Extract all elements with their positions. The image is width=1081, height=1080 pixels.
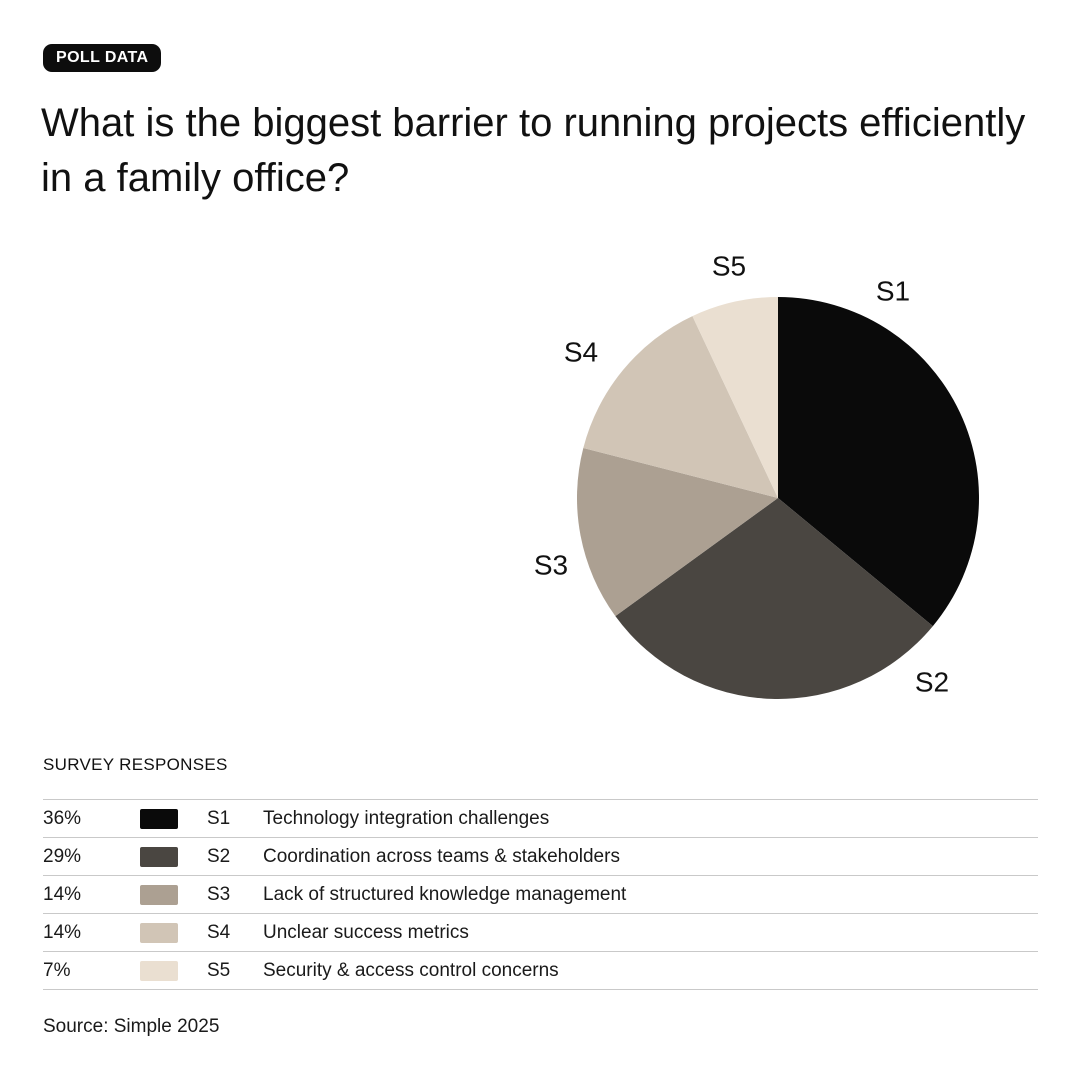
pie-slice-label-s5: S5 (712, 251, 746, 282)
row-percent: 14% (43, 921, 82, 943)
color-swatch (140, 846, 178, 867)
pie-slice-label-s1: S1 (876, 276, 910, 307)
row-code: S5 (207, 959, 231, 981)
row-label: Unclear success metrics (263, 921, 469, 943)
pie-slice-s5 (692, 297, 778, 498)
row-label: Coordination across teams & stakeholders (263, 845, 620, 867)
section-header: SURVEY RESPONSES (43, 755, 228, 774)
pie-slice-s3 (576, 448, 778, 617)
pie-slice-s1 (778, 297, 979, 627)
pie-slice-s2 (615, 498, 933, 699)
poll-data-badge: POLL DATA (43, 44, 162, 72)
row-percent: 36% (43, 807, 82, 829)
color-swatch (140, 808, 178, 829)
legend-table: 36% S1 Technology integration challenges… (43, 799, 1038, 990)
row-label: Technology integration challenges (263, 807, 550, 829)
row-label: Lack of structured knowledge management (263, 883, 627, 905)
pie-slice-label-s4: S4 (564, 337, 598, 368)
color-swatch (140, 922, 178, 943)
color-swatch (140, 884, 178, 905)
row-percent: 7% (43, 959, 71, 981)
table-row: 7% S5 Security & access control concerns (43, 951, 1038, 990)
table-row: 14% S4 Unclear success metrics (43, 913, 1038, 951)
row-code: S4 (207, 921, 231, 943)
source-text: Source: Simple 2025 (43, 1016, 220, 1037)
row-label: Security & access control concerns (263, 959, 559, 981)
row-percent: 14% (43, 883, 82, 905)
table-row: 29% S2 Coordination across teams & stake… (43, 837, 1038, 875)
row-percent: 29% (43, 845, 82, 867)
row-code: S1 (207, 807, 231, 829)
pie-slice-label-s3: S3 (534, 550, 568, 581)
table-row: 36% S1 Technology integration challenges (43, 799, 1038, 837)
table-row: 14% S3 Lack of structured knowledge mana… (43, 875, 1038, 913)
row-code: S2 (207, 845, 231, 867)
color-swatch (140, 960, 178, 981)
row-code: S3 (207, 883, 231, 905)
pie-slice-s4 (583, 316, 778, 498)
page-title: What is the biggest barrier to running p… (41, 101, 1026, 200)
pie-slice-label-s2: S2 (915, 667, 949, 698)
